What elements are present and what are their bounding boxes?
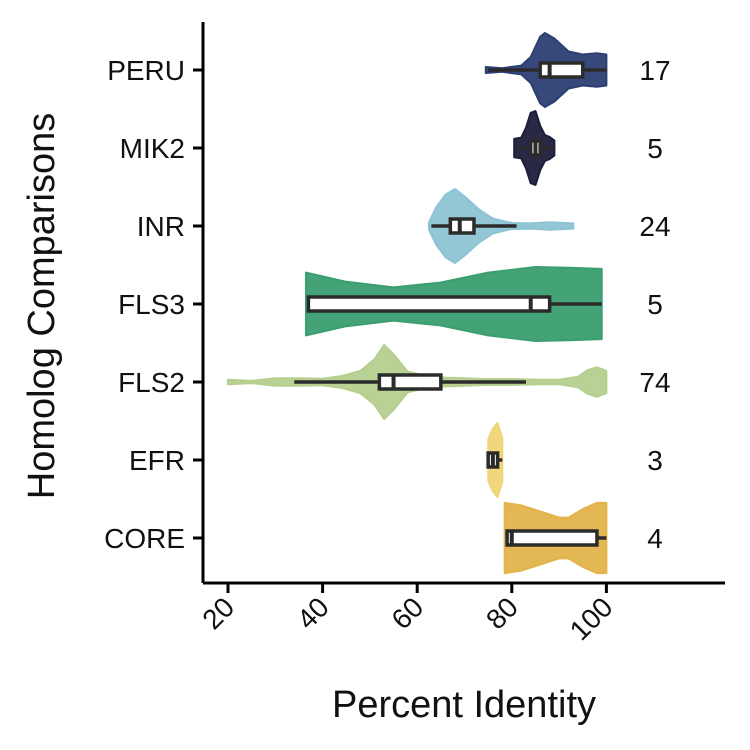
x-tick-label-60: 60 [385, 591, 429, 635]
counts-layer: 17 5 24 5 74 3 4 [639, 55, 670, 554]
count-label-mik2: 5 [647, 133, 663, 164]
x-ticks-layer: 20 40 60 80 100 [196, 583, 619, 646]
x-tick-label-100: 100 [564, 591, 619, 646]
box-peru [538, 61, 585, 79]
x-axis-title: Percent Identity [332, 684, 596, 726]
y-tick-label-fls2: FLS2 [118, 367, 185, 398]
y-tick-label-inr: INR [137, 211, 185, 242]
box-fls2 [377, 373, 443, 391]
x-tick-label-40: 40 [291, 591, 335, 635]
y-tick-label-mik2: MIK2 [120, 133, 185, 164]
y-axis-title: Homolog Comparisons [21, 113, 63, 500]
y-tick-label-core: CORE [104, 523, 185, 554]
y-tick-label-peru: PERU [107, 55, 185, 86]
count-label-efr: 3 [647, 445, 663, 476]
count-label-inr: 24 [639, 211, 670, 242]
count-label-core: 4 [647, 523, 663, 554]
y-tick-label-fls3: FLS3 [118, 289, 185, 320]
x-tick-label-20: 20 [196, 591, 240, 635]
box-core [505, 529, 599, 547]
x-tick-label-80: 80 [480, 591, 524, 635]
box-inr [448, 217, 476, 235]
y-ticks-layer: PERU MIK2 INR FLS3 FLS2 EFR CORE [104, 55, 203, 554]
count-label-peru: 17 [639, 55, 670, 86]
y-tick-label-efr: EFR [129, 445, 185, 476]
count-label-fls2: 74 [639, 367, 670, 398]
count-label-fls3: 5 [647, 289, 663, 320]
boxes-layer [294, 61, 607, 547]
box-fls3 [306, 295, 552, 313]
